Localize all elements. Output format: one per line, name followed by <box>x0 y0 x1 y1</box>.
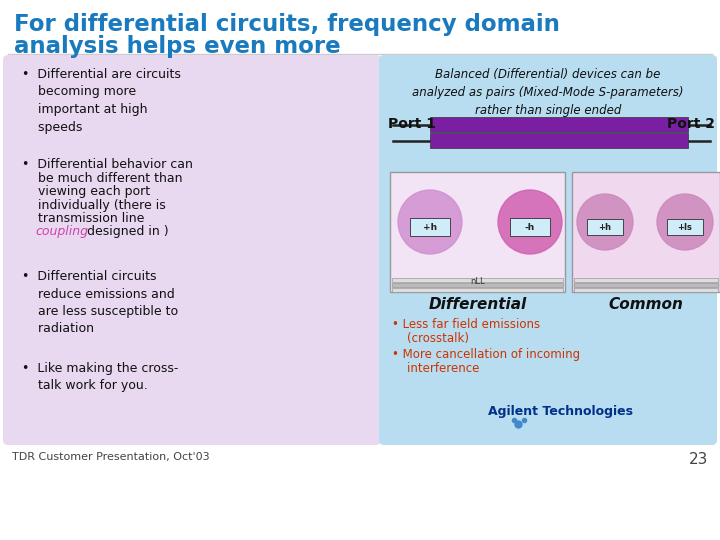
Text: Common: Common <box>608 297 683 312</box>
Text: designed in ): designed in ) <box>83 226 168 239</box>
Circle shape <box>398 190 462 254</box>
Bar <box>430 117 688 132</box>
Text: TDR Customer Presentation, Oct'03: TDR Customer Presentation, Oct'03 <box>12 452 210 462</box>
Text: +h: +h <box>423 222 437 232</box>
Text: 23: 23 <box>688 452 708 467</box>
Text: • Less far field emissions: • Less far field emissions <box>392 318 540 331</box>
Bar <box>667 219 703 235</box>
Text: nLL: nLL <box>470 278 485 287</box>
Bar <box>574 278 718 282</box>
Bar <box>410 218 450 236</box>
Text: For differential circuits, frequency domain: For differential circuits, frequency dom… <box>14 13 560 36</box>
FancyBboxPatch shape <box>379 55 717 445</box>
Text: coupling: coupling <box>35 226 88 239</box>
Bar <box>587 219 623 235</box>
Text: -h: -h <box>525 222 535 232</box>
Bar <box>392 288 563 292</box>
Text: interference: interference <box>392 362 480 375</box>
Text: Port 1: Port 1 <box>388 117 436 131</box>
Text: transmission line: transmission line <box>22 212 145 225</box>
Bar <box>572 172 720 292</box>
Text: •  Differential circuits
    reduce emissions and
    are less susceptible to
  : • Differential circuits reduce emissions… <box>22 270 178 335</box>
Text: viewing each port: viewing each port <box>22 185 150 198</box>
Bar <box>574 288 718 292</box>
Bar <box>510 218 550 236</box>
Text: analysis helps even more: analysis helps even more <box>14 35 341 58</box>
Text: +h: +h <box>598 222 611 232</box>
Circle shape <box>577 194 633 250</box>
Text: • More cancellation of incoming: • More cancellation of incoming <box>392 348 580 361</box>
Text: •  Like making the cross-
    talk work for you.: • Like making the cross- talk work for y… <box>22 362 179 393</box>
FancyBboxPatch shape <box>3 55 381 445</box>
Text: individually (there is: individually (there is <box>22 199 166 212</box>
Text: be much different than: be much different than <box>22 172 182 185</box>
Bar <box>574 283 718 287</box>
Text: •  Differential behavior can: • Differential behavior can <box>22 158 193 171</box>
Circle shape <box>657 194 713 250</box>
Text: +Is: +Is <box>678 222 693 232</box>
Bar <box>392 283 563 287</box>
Bar <box>430 133 688 148</box>
Circle shape <box>498 190 562 254</box>
Text: Balanced (Differential) devices can be
analyzed as pairs (Mixed-Mode S-parameter: Balanced (Differential) devices can be a… <box>413 68 684 117</box>
Text: Port 2: Port 2 <box>667 117 715 131</box>
Bar <box>390 172 565 292</box>
Text: Agilent Technologies: Agilent Technologies <box>487 405 632 418</box>
Text: •  Differential are circuits
    becoming more
    important at high
    speeds: • Differential are circuits becoming mor… <box>22 68 181 133</box>
Bar <box>392 278 563 282</box>
Text: Differential: Differential <box>428 297 526 312</box>
Text: (crosstalk): (crosstalk) <box>392 332 469 345</box>
